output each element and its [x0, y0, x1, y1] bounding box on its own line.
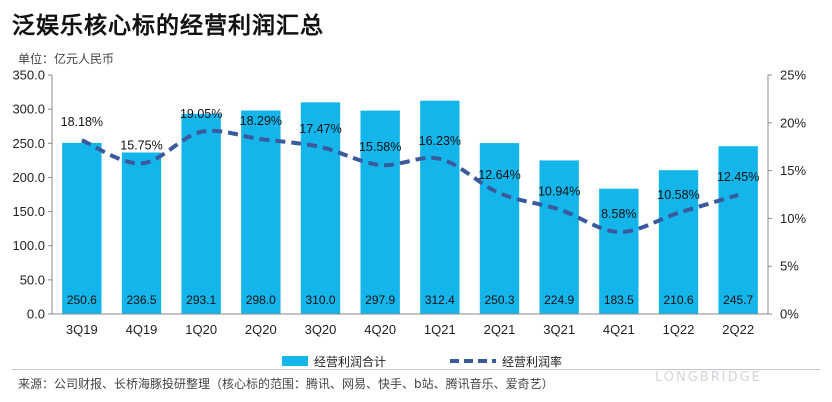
x-axis-tick-label: 2Q20 [245, 322, 277, 337]
left-axis-tick-label: 150.0 [12, 204, 45, 219]
bar [420, 100, 460, 314]
bar [360, 110, 400, 314]
left-axis-tick-label: 200.0 [12, 170, 45, 185]
rate-value-label: 18.18% [61, 115, 103, 129]
rate-value-label: 15.75% [120, 138, 162, 152]
x-axis-tick-label: 1Q20 [185, 322, 217, 337]
x-axis-ticks: 3Q19 4Q19 1Q20 2Q20 3Q20 4Q20 1Q21 2Q21 3Q21 4Q21… [52, 313, 768, 337]
x-axis-tick-label: 1Q22 [663, 322, 695, 337]
right-axis-tick-label: 25% [780, 68, 806, 83]
bar-value-label: 298.0 [246, 293, 276, 307]
bar-value-label: 312.4 [425, 293, 455, 307]
chart-title: 泛娱乐核心标的经营利润汇总 [12, 13, 324, 39]
line-value-labels: 18.18% 15.75% 19.05% 18.29% 17.47% 15.58% 16.2… [61, 107, 760, 221]
x-axis-tick-label: 3Q21 [543, 322, 575, 337]
right-axis: 0% 5% 10% 15% 20% 25% [767, 68, 806, 322]
right-axis-tick-label: 15% [780, 163, 806, 178]
bar [300, 102, 341, 314]
x-axis-tick-label: 1Q21 [424, 322, 456, 337]
bar-value-label: 297.9 [365, 293, 395, 307]
rate-value-label: 18.29% [240, 114, 282, 128]
bar-value-label: 236.5 [126, 293, 156, 307]
right-axis-tick-label: 20% [780, 115, 806, 130]
line-series [81, 128, 739, 234]
rate-value-label: 8.58% [601, 207, 636, 221]
source-note: 来源：公司财报、长桥海豚投研整理（核心标的范围：腾讯、网易、快手、b站、腾讯音乐… [18, 377, 554, 391]
margin-rate-line [81, 128, 739, 234]
right-axis-tick-label: 10% [780, 211, 806, 226]
rate-value-label: 15.58% [359, 140, 401, 154]
rate-value-label: 19.05% [180, 107, 222, 121]
bar-value-label: 210.6 [663, 293, 693, 307]
left-axis: 0.0 50.0 100.0 150.0 200.0 250.0 300.0 350.0 [12, 68, 53, 322]
bar [181, 113, 221, 314]
x-axis-tick-label: 2Q21 [484, 322, 516, 337]
bar [599, 188, 639, 314]
bar-value-label: 183.5 [604, 293, 634, 307]
bar [241, 110, 281, 314]
rate-value-label: 12.64% [478, 168, 520, 182]
bar-value-label: 224.9 [544, 293, 574, 307]
right-axis-tick-label: 0% [780, 307, 799, 322]
x-axis-tick-label: 4Q19 [126, 322, 158, 337]
watermark-text: LONGBRIDGE [655, 370, 762, 385]
bar [479, 143, 520, 314]
legend-line-label: 经营利润率 [502, 354, 562, 369]
bar-value-label: 310.0 [305, 293, 335, 307]
x-axis-tick-label: 4Q21 [603, 322, 635, 337]
left-axis-tick-label: 350.0 [12, 68, 45, 83]
bar [658, 170, 699, 314]
unit-label: 单位：亿元人民币 [18, 52, 115, 66]
footer-divider [12, 369, 820, 370]
x-axis-tick-label: 3Q20 [305, 322, 337, 337]
bar [121, 152, 162, 314]
left-axis-tick-label: 100.0 [12, 238, 45, 253]
bar-value-labels: 250.6 236.5 293.1 298.0 310.0 297.9 312.4 250.3… [67, 293, 754, 307]
left-axis-tick-label: 250.0 [12, 136, 45, 151]
bar [539, 160, 579, 314]
x-axis-tick-label: 2Q22 [722, 322, 754, 337]
right-axis-tick-label: 5% [780, 259, 799, 274]
legend: 经营利润合计 经营利润率 [282, 354, 562, 369]
bar-series [62, 100, 758, 314]
bar-value-label: 250.3 [484, 293, 514, 307]
bar [62, 142, 102, 314]
bar-value-label: 245.7 [723, 293, 753, 307]
x-axis-tick-label: 4Q20 [364, 322, 396, 337]
rate-value-label: 12.45% [717, 170, 759, 184]
legend-bar-swatch [282, 356, 308, 366]
legend-bar-label: 经营利润合计 [314, 354, 386, 369]
bar-value-label: 250.6 [67, 293, 97, 307]
left-axis-tick-label: 50.0 [20, 272, 45, 287]
rate-value-label: 17.47% [299, 122, 341, 136]
left-axis-tick-label: 0.0 [27, 307, 45, 322]
bar-value-label: 293.1 [186, 293, 216, 307]
x-axis-tick-label: 3Q19 [66, 322, 98, 337]
bar [718, 146, 758, 314]
rate-value-label: 10.58% [657, 188, 699, 202]
left-axis-tick-label: 300.0 [12, 102, 45, 117]
rate-value-label: 16.23% [419, 134, 461, 148]
rate-value-label: 10.94% [538, 184, 580, 198]
